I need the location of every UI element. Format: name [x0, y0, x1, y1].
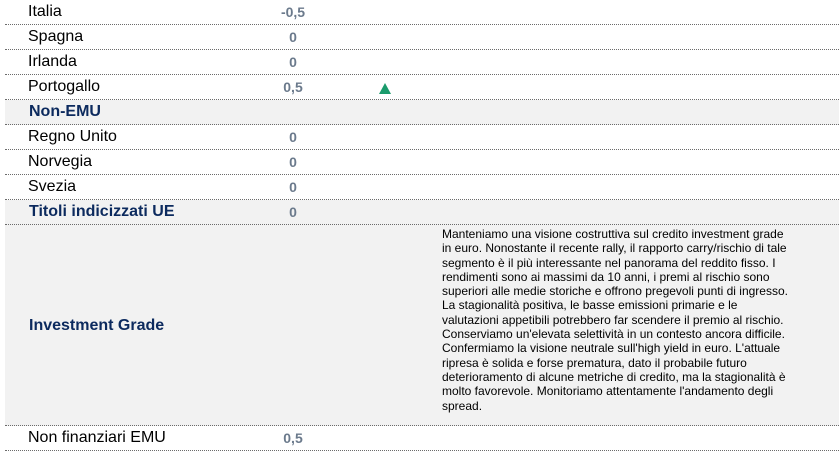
allocation-table: Italia -0,5 Spagna 0 Irlanda 0 Portogallo 0,5 No…	[5, 0, 839, 451]
row-value: 0	[289, 54, 297, 70]
row-value: 0,5	[283, 79, 303, 95]
description-line: in euro. Nonostante il recente rally, il…	[442, 241, 787, 256]
description-line: superiori alle medie storiche e offrono …	[442, 284, 788, 299]
description-line: Manteniamo una visione costruttiva sul c…	[442, 227, 784, 241]
description-line: deterioramento di alcune metriche di cre…	[442, 369, 786, 384]
table-row: Titoli indicizzati UE 0	[5, 200, 839, 225]
row-label: Regno Unito	[28, 128, 117, 145]
description-line: Confermiamo la visione neutrale sull'hig…	[442, 341, 781, 356]
description-line: segmento è il più interessante nel panor…	[442, 255, 776, 270]
row-label: Titoli indicizzati UE	[29, 203, 175, 220]
description-line: La stagionalità positiva, le basse emiss…	[442, 298, 738, 313]
table-row: Non-EMU	[5, 100, 839, 125]
investment-grade-description: Manteniamo una visione costruttiva sul c…	[442, 227, 788, 413]
up-triangle-icon	[379, 83, 391, 94]
row-label: Investment Grade	[29, 317, 165, 334]
description-line: rendimenti sono ai massimi da 10 anni, i…	[442, 269, 770, 284]
row-label: Italia	[28, 3, 62, 20]
table-row: Irlanda 0	[5, 50, 839, 75]
row-value: 0	[289, 29, 297, 45]
row-value: 0	[289, 179, 297, 195]
row-label: Non finanziari EMU	[28, 429, 166, 446]
table-row: Italia -0,5	[5, 0, 839, 25]
row-label: Spagna	[28, 28, 84, 45]
description-line: ripresa è solida e forse prematura, dato…	[442, 355, 747, 370]
table-row: Svezia 0	[5, 175, 839, 200]
row-value: 0	[289, 129, 297, 145]
row-label: Non-EMU	[29, 103, 101, 120]
row-value: -0,5	[280, 4, 306, 20]
table-row-non-finanziari-emu: Non finanziari EMU 0,5	[5, 426, 839, 451]
description-line: spread.	[442, 398, 483, 413]
table-row: Regno Unito 0	[5, 125, 839, 150]
row-value: 0	[289, 154, 297, 170]
row-label: Portogallo	[28, 78, 101, 95]
row-label: Irlanda	[28, 53, 77, 70]
description-line: Conserviamo un'elevata selettività in un…	[442, 327, 785, 342]
table-row: Portogallo 0,5	[5, 75, 839, 100]
row-label: Norvegia	[28, 153, 93, 170]
row-value: 0,5	[283, 430, 303, 446]
table-row-investment-grade: Investment Grade Manteniamo una visione …	[5, 225, 839, 426]
description-line: molto favorevole. Monitoriamo attentamen…	[442, 384, 774, 399]
row-label: Svezia	[28, 178, 77, 195]
row-value: 0	[289, 204, 297, 220]
table-row: Spagna 0	[5, 25, 839, 50]
table-row: Norvegia 0	[5, 150, 839, 175]
description-line: valutazioni appetibili potrebbero far sc…	[442, 312, 784, 327]
